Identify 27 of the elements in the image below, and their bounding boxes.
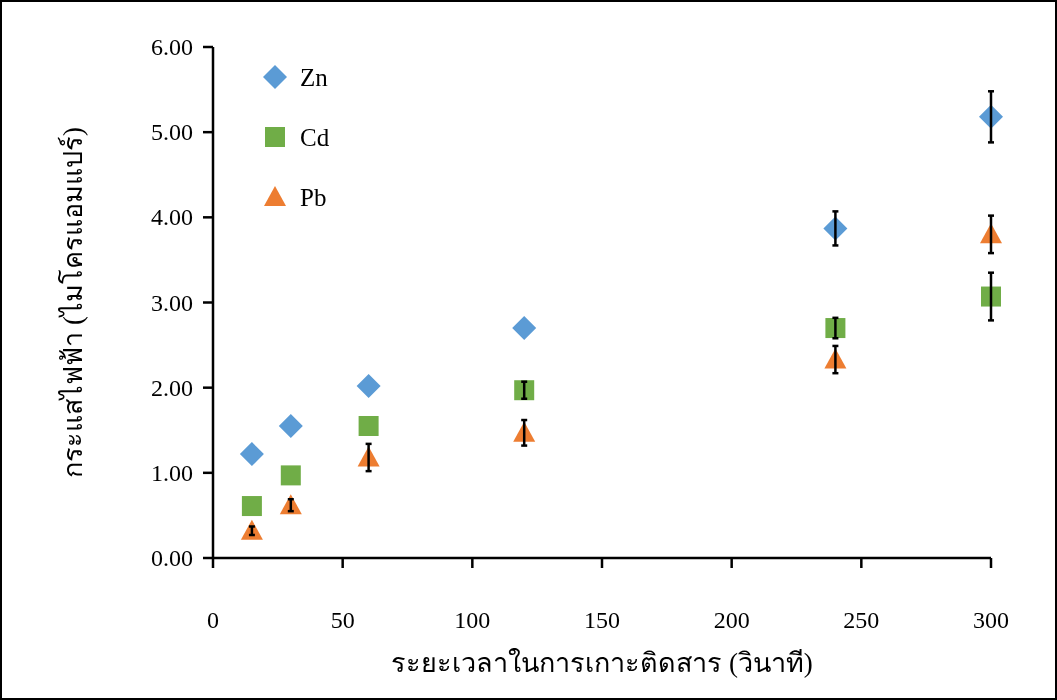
y-tick-label: 2.00 [151, 374, 193, 401]
y-tick-label: 6.00 [151, 34, 193, 60]
x-tick-label: 150 [584, 607, 620, 633]
x-tick-label: 300 [973, 607, 1009, 633]
x-tick-label: 250 [843, 607, 880, 633]
x-tick-label: 100 [454, 607, 491, 633]
point [239, 442, 264, 467]
x-axis-title: ระยะเวลาในการเกาะติดสาร (วินาที) [391, 647, 813, 678]
y-axis-title: กระแสไฟฟ้า (ไมโครแอมแปร์) [57, 127, 88, 478]
y-tick-label: 5.00 [151, 119, 193, 146]
point [981, 286, 1001, 307]
point [356, 373, 381, 398]
x-tick-label: 200 [713, 607, 750, 633]
y-tick-label: 3.00 [151, 289, 193, 316]
point [278, 413, 303, 438]
point [358, 415, 379, 436]
legend-label: Cd [300, 124, 330, 151]
y-tick-label: 4.00 [151, 204, 193, 231]
y-tick-label: 1.00 [151, 459, 193, 486]
y-tick-label: 0.00 [151, 545, 193, 571]
point [280, 465, 301, 486]
legend-label: Pb [300, 184, 327, 211]
legend-label: Zn [300, 64, 329, 91]
point [512, 316, 537, 341]
x-tick-label: 0 [207, 607, 219, 633]
x-tick-label: 50 [330, 607, 355, 633]
point [241, 496, 262, 517]
